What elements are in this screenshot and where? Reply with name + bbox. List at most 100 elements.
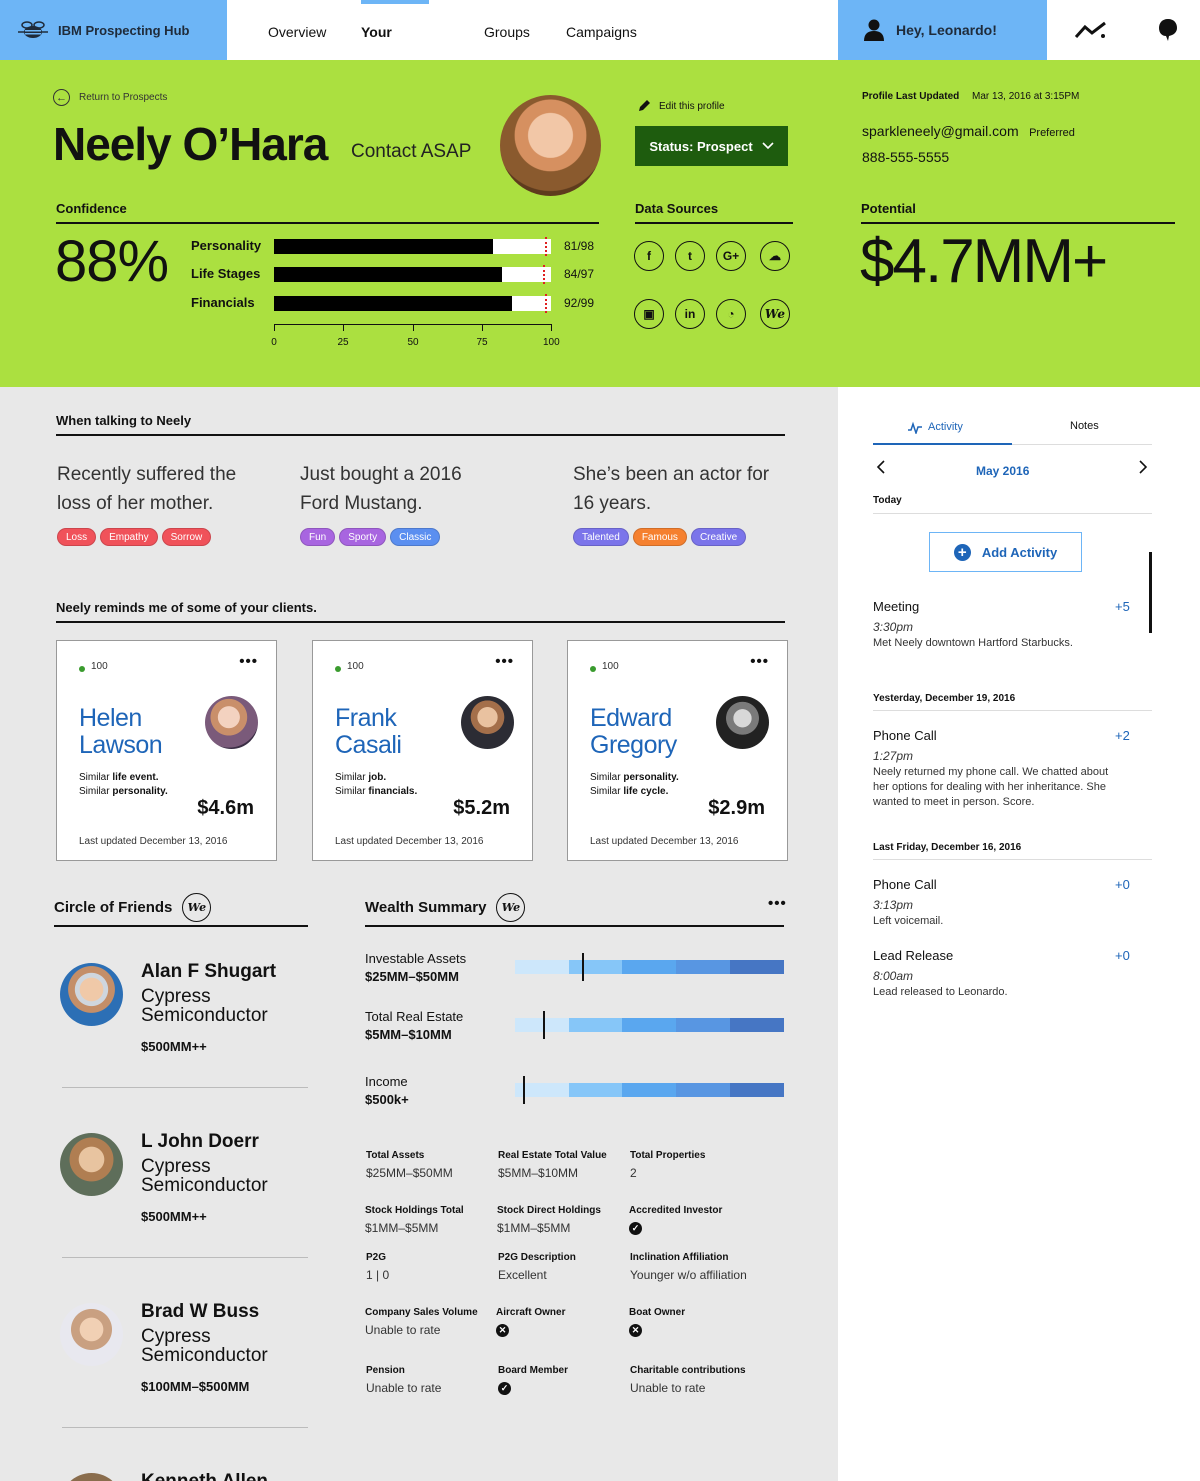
phone-number[interactable]: 888-555-5555 [862, 149, 950, 165]
friends-header: Circle of Friends We [54, 893, 212, 922]
activity-time: 3:13pm [873, 898, 914, 912]
activity-title[interactable]: Phone Call [873, 728, 937, 743]
tag[interactable]: Fun [300, 528, 336, 546]
google-plus-icon[interactable]: G+ [716, 241, 746, 271]
fact-value: Excellent [498, 1268, 547, 1282]
x-icon: ✕ [629, 1324, 642, 1337]
client-card[interactable]: 100 ••• Edward Gregory Similar personality. S… [567, 640, 788, 861]
client-value: $5.2m [453, 797, 510, 819]
nav-campaigns[interactable]: Campaigns [566, 24, 637, 40]
fact-label: Pension [366, 1365, 405, 1376]
edit-profile-link[interactable]: Edit this profile [637, 99, 725, 113]
add-activity-button[interactable]: + Add Activity [929, 532, 1082, 572]
activity-description: Neely returned my phone call. We chatted… [873, 766, 1109, 808]
scrollbar[interactable] [1149, 552, 1152, 633]
we-icon[interactable]: We [496, 893, 526, 922]
activity-title[interactable]: Lead Release [873, 948, 954, 963]
axis-tick [413, 324, 414, 331]
chat-button[interactable] [1135, 0, 1200, 60]
data-sources-title: Data Sources [635, 201, 719, 216]
tag[interactable]: Empathy [100, 528, 158, 546]
rss-icon[interactable]: ◔ [716, 299, 746, 329]
similarity-trait: life cycle. [623, 786, 669, 797]
nav-overview[interactable]: Overview [268, 24, 327, 40]
prev-month-button[interactable] [876, 460, 886, 479]
activity-title[interactable]: Meeting [873, 599, 920, 614]
more-options-icon[interactable]: ••• [495, 653, 514, 670]
divider [635, 222, 793, 224]
fact-label: Aircraft Owner [496, 1307, 566, 1318]
talking-point-text: She’s been an actor for 16 years. [573, 464, 770, 514]
more-options-icon[interactable]: ••• [239, 653, 258, 670]
fact-label: Real Estate Total Value [498, 1150, 607, 1161]
talking-title: When talking to Neely [56, 413, 192, 428]
tag[interactable]: Talented [573, 528, 629, 546]
salesforce-icon[interactable]: ☁ [760, 241, 790, 271]
email-address[interactable]: sparkleneely@gmail.com [862, 123, 1019, 139]
twitter-icon[interactable]: t [675, 241, 705, 271]
potential-value: $4.7MM+ [860, 227, 1108, 296]
nav-groups[interactable]: Groups [484, 24, 530, 40]
tag[interactable]: Creative [690, 528, 747, 546]
client-card[interactable]: 100 ••• Frank Casali Similar job. Similar fin… [312, 640, 533, 861]
we-icon[interactable]: We [760, 299, 790, 329]
similarity-line: Similar life event. [79, 771, 168, 785]
wealth-row-label: Income [365, 1074, 408, 1089]
chip-icon[interactable]: ▣ [634, 299, 664, 329]
client-name[interactable]: Edward Gregory [590, 705, 677, 759]
friend-name[interactable]: Alan F Shugart [141, 961, 277, 982]
tag[interactable]: Loss [57, 528, 97, 546]
current-month: May 2016 [976, 464, 1030, 478]
activity-title[interactable]: Phone Call [873, 877, 937, 892]
status-dropdown[interactable]: Status: Prospect [635, 126, 788, 166]
axis-tick-label: 75 [476, 337, 488, 348]
tag[interactable]: Classic [390, 528, 441, 546]
friend-company: Cypress [141, 1326, 211, 1347]
more-options-icon[interactable]: ••• [768, 895, 787, 912]
friend-name[interactable]: Kenneth Allen [141, 1471, 268, 1481]
activity-time: 8:00am [873, 969, 914, 983]
next-month-button[interactable] [1138, 460, 1148, 479]
email-row: sparkleneely@gmail.com Preferred [862, 123, 1075, 141]
brand[interactable]: IBM Prospecting Hub [0, 0, 227, 60]
more-options-icon[interactable]: ••• [750, 653, 769, 670]
tab-activity[interactable]: Activity [908, 420, 963, 434]
tab-notes[interactable]: Notes [1070, 420, 1099, 432]
axis-tick [274, 324, 275, 331]
similarity-trait: personality. [112, 786, 168, 797]
linkedin-icon[interactable]: in [675, 299, 705, 329]
analytics-button[interactable] [1047, 0, 1135, 60]
friend-name[interactable]: L John Doerr [141, 1131, 259, 1152]
divider [62, 1087, 308, 1088]
wealth-marker [582, 953, 584, 981]
client-name[interactable]: Frank Casali [335, 705, 402, 759]
tag[interactable]: Famous [632, 528, 687, 546]
friend-name[interactable]: Brad W Buss [141, 1301, 260, 1322]
client-name[interactable]: Helen Lawson [79, 705, 163, 759]
x-icon: ✕ [496, 1324, 509, 1337]
client-first-name: Edward [590, 704, 672, 732]
today-label: Today [873, 495, 902, 506]
similarity-trait: financials. [368, 786, 418, 797]
arrow-left-icon: ← [53, 89, 70, 106]
tag[interactable]: Sorrow [161, 528, 212, 546]
nav-your-prospects[interactable]: Your Prospects [361, 0, 429, 104]
client-card[interactable]: 100 ••• Helen Lawson Similar life event. Simi… [56, 640, 277, 861]
talking-point-text: Just bought a 2016 Ford Mustang. [300, 464, 462, 514]
facebook-icon[interactable]: f [634, 241, 664, 271]
clients-title: Neely reminds me of some of your clients… [56, 600, 317, 615]
user-menu[interactable]: Hey, Leonardo! [838, 0, 1047, 60]
client-score: 100 [91, 661, 108, 672]
similarity-line: Similar personality. [79, 785, 168, 799]
plus-icon: + [953, 543, 971, 561]
we-icon[interactable]: We [182, 893, 212, 922]
tag[interactable]: Sporty [339, 528, 387, 546]
edit-profile-label: Edit this profile [659, 100, 725, 112]
fact-label: Stock Direct Holdings [497, 1205, 601, 1216]
similarity-notes: Similar life event. Similar personality. [79, 771, 168, 799]
return-link[interactable]: ← Return to Prospects [53, 89, 167, 106]
similarity-prefix: Similar [590, 786, 624, 797]
axis-tick [482, 324, 483, 331]
chevron-down-icon [762, 142, 774, 150]
axis-tick [551, 324, 552, 331]
